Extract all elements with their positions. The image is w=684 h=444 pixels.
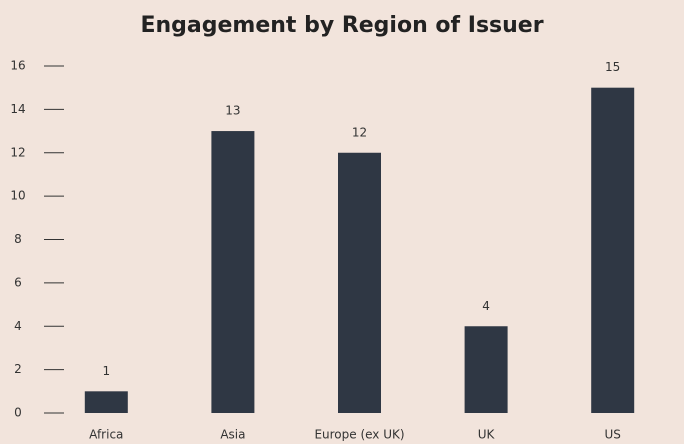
y-tick-label: 2	[14, 362, 22, 376]
value-label: 13	[225, 104, 240, 118]
x-tick-label: Europe (ex UK)	[314, 428, 404, 442]
bar	[591, 87, 635, 413]
chart-title: Engagement by Region of Issuer	[140, 13, 543, 38]
bar	[338, 152, 381, 413]
bar	[84, 391, 128, 413]
y-tick-label: 16	[10, 59, 25, 73]
value-label: 4	[482, 299, 490, 313]
y-tick-label: 8	[14, 232, 22, 246]
x-tick-label: US	[604, 428, 620, 442]
y-tick-label: 0	[14, 406, 22, 420]
value-label: 12	[352, 125, 367, 139]
y-tick-label: 6	[14, 275, 22, 289]
y-tick-label: 10	[10, 189, 25, 203]
value-label: 1	[102, 364, 110, 378]
x-tick-label: UK	[478, 428, 496, 442]
x-tick-label: Africa	[89, 428, 123, 442]
y-tick-label: 12	[10, 145, 25, 159]
bar	[211, 131, 255, 413]
y-tick-label: 4	[14, 319, 22, 333]
bar	[464, 326, 508, 413]
x-tick-label: Asia	[220, 428, 245, 442]
value-label: 15	[605, 60, 620, 74]
y-tick-label: 14	[10, 102, 25, 116]
